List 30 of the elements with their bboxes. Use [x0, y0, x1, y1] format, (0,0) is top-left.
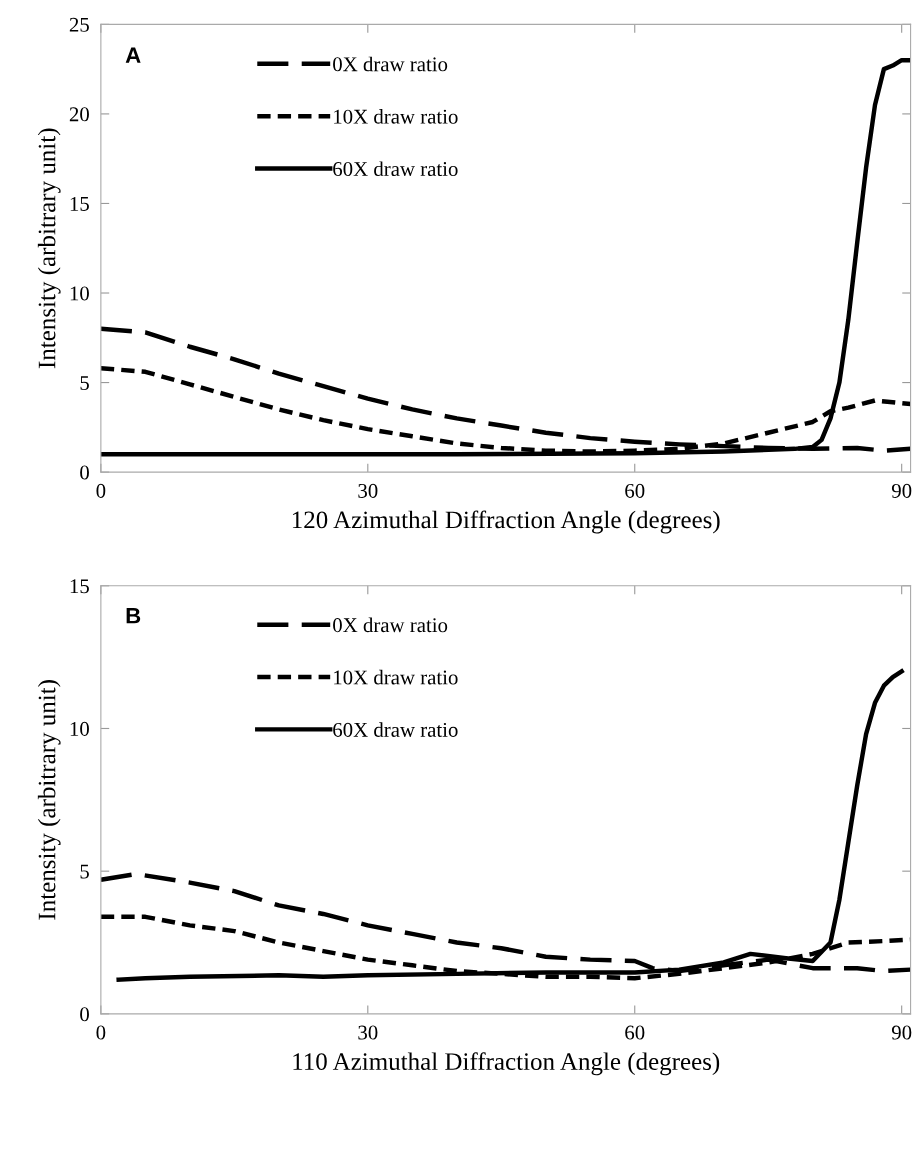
y-tick-label: 10	[70, 286, 89, 301]
x-tick-label: 60	[625, 483, 645, 498]
y-tick-label: 5	[80, 864, 89, 879]
x-tick-label: 90	[891, 483, 912, 498]
y-tick-label: 5	[80, 376, 89, 390]
y-tick-label: 25	[69, 17, 89, 32]
x-tick-label: 0	[96, 483, 106, 498]
x-tick-label: 30	[358, 483, 378, 498]
annotation: B	[126, 608, 141, 624]
x-axis-title: 120 Azimuthal Diffraction Angle (degrees)	[292, 510, 720, 534]
legend-label: 0X draw ratio	[333, 617, 448, 633]
legend-label: 10X draw ratio	[334, 109, 458, 124]
x-tick-label: 30	[358, 1025, 378, 1040]
y-tick-label: 10	[70, 721, 89, 736]
y-tick-label: 0	[80, 1007, 89, 1022]
annotation: A	[125, 47, 141, 63]
legend-label: 10X draw ratio	[334, 669, 458, 685]
y-tick-label: 20	[69, 107, 89, 122]
x-tick-label: 0	[96, 1025, 106, 1040]
legend-label: 60X draw ratio	[333, 161, 458, 177]
y-axis-title: Intensity (arbitrary unit)	[37, 680, 61, 920]
y-tick-label: 15	[70, 579, 89, 594]
y-tick-label: 15	[70, 196, 89, 211]
x-axis-title: 110 Azimuthal Diffraction Angle (degrees)	[293, 1052, 720, 1076]
y-tick-label: 0	[80, 465, 89, 480]
legend-label: 60X draw ratio	[333, 722, 458, 737]
y-axis-title: Intensity (arbitrary unit)	[37, 128, 61, 369]
x-tick-label: 90	[891, 1025, 912, 1040]
x-tick-label: 60	[625, 1025, 645, 1040]
legend-label: 0X draw ratio	[333, 56, 448, 72]
